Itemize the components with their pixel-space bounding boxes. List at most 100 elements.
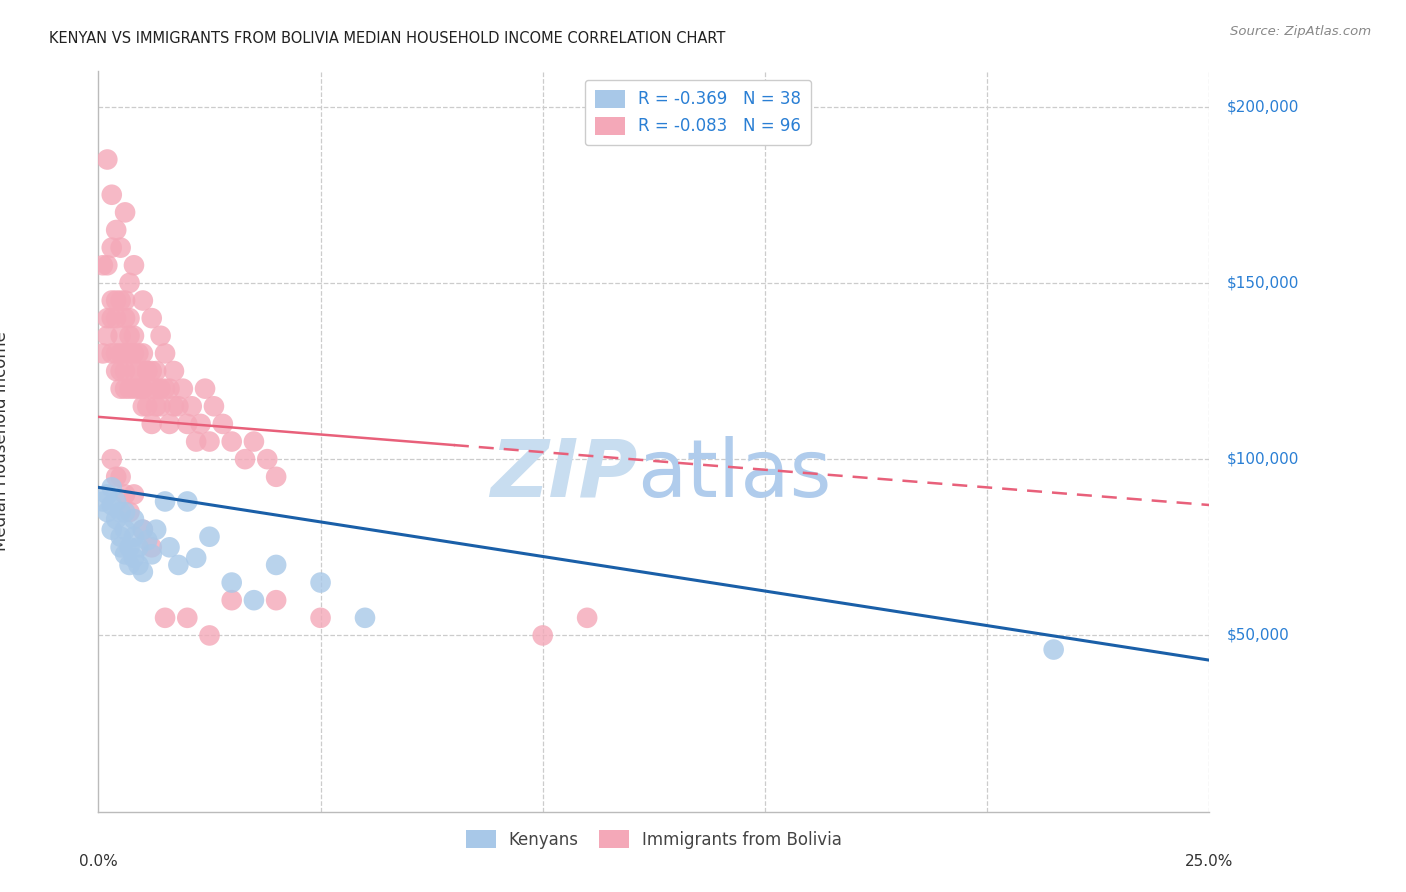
Point	[172, 382, 194, 396]
Point	[105, 470, 128, 484]
Point	[153, 346, 176, 360]
Point	[221, 575, 243, 590]
Point	[100, 480, 122, 494]
Point	[118, 346, 141, 360]
Point	[576, 611, 599, 625]
Point	[221, 434, 243, 449]
Point	[118, 558, 141, 572]
Point	[105, 311, 128, 326]
Point	[198, 434, 221, 449]
Text: $50,000: $50,000	[1227, 628, 1289, 643]
Text: 0.0%: 0.0%	[79, 854, 118, 869]
Point	[122, 258, 145, 272]
Point	[100, 452, 122, 467]
Point	[110, 241, 132, 255]
Point	[167, 558, 190, 572]
Point	[114, 547, 136, 561]
Point	[176, 611, 198, 625]
Point	[114, 311, 136, 326]
Point	[221, 593, 243, 607]
Point	[264, 558, 287, 572]
Point	[153, 382, 176, 396]
Point	[149, 328, 172, 343]
Point	[110, 382, 132, 396]
Point	[132, 523, 155, 537]
Point	[141, 541, 163, 555]
Point	[100, 498, 122, 512]
Point	[96, 258, 118, 272]
Point	[132, 382, 155, 396]
Point	[127, 541, 149, 555]
Point	[100, 523, 122, 537]
Text: ZIP: ZIP	[489, 436, 637, 514]
Point	[118, 541, 141, 555]
Point	[163, 399, 186, 413]
Point	[211, 417, 233, 431]
Point	[186, 550, 208, 565]
Point	[190, 417, 212, 431]
Point	[309, 575, 332, 590]
Point	[132, 346, 155, 360]
Point	[122, 346, 145, 360]
Point	[110, 470, 132, 484]
Point	[141, 417, 163, 431]
Point	[149, 382, 172, 396]
Point	[198, 628, 221, 642]
Point	[100, 241, 122, 255]
Point	[100, 346, 122, 360]
Point	[91, 258, 114, 272]
Point	[233, 452, 256, 467]
Point	[118, 311, 141, 326]
Point	[118, 505, 141, 519]
Point	[96, 153, 118, 167]
Point	[136, 364, 159, 378]
Point	[194, 382, 217, 396]
Point	[114, 346, 136, 360]
Point	[91, 494, 114, 508]
Text: $100,000: $100,000	[1227, 451, 1299, 467]
Point	[264, 593, 287, 607]
Point	[141, 547, 163, 561]
Point	[122, 328, 145, 343]
Point	[176, 417, 198, 431]
Point	[110, 505, 132, 519]
Point	[176, 494, 198, 508]
Point	[159, 417, 181, 431]
Point	[186, 434, 208, 449]
Point	[136, 364, 159, 378]
Point	[114, 364, 136, 378]
Point	[163, 364, 186, 378]
Point	[122, 550, 145, 565]
Text: $150,000: $150,000	[1227, 276, 1299, 291]
Point	[105, 364, 128, 378]
Point	[141, 382, 163, 396]
Point	[243, 434, 266, 449]
Point	[141, 364, 163, 378]
Point	[110, 346, 132, 360]
Point	[110, 541, 132, 555]
Point	[1042, 642, 1064, 657]
Point	[167, 399, 190, 413]
Point	[132, 523, 155, 537]
Point	[96, 328, 118, 343]
Point	[127, 364, 149, 378]
Point	[264, 470, 287, 484]
Text: Source: ZipAtlas.com: Source: ZipAtlas.com	[1230, 25, 1371, 38]
Point	[105, 223, 128, 237]
Point	[118, 276, 141, 290]
Point	[127, 382, 149, 396]
Point	[91, 346, 114, 360]
Text: atlas: atlas	[637, 436, 831, 514]
Point	[132, 382, 155, 396]
Point	[122, 512, 145, 526]
Point	[531, 628, 554, 642]
Point	[118, 382, 141, 396]
Point	[256, 452, 278, 467]
Point	[202, 399, 225, 413]
Point	[145, 382, 167, 396]
Point	[110, 328, 132, 343]
Point	[149, 399, 172, 413]
Point	[105, 346, 128, 360]
Text: Median Household Income: Median Household Income	[0, 332, 10, 551]
Point	[153, 611, 176, 625]
